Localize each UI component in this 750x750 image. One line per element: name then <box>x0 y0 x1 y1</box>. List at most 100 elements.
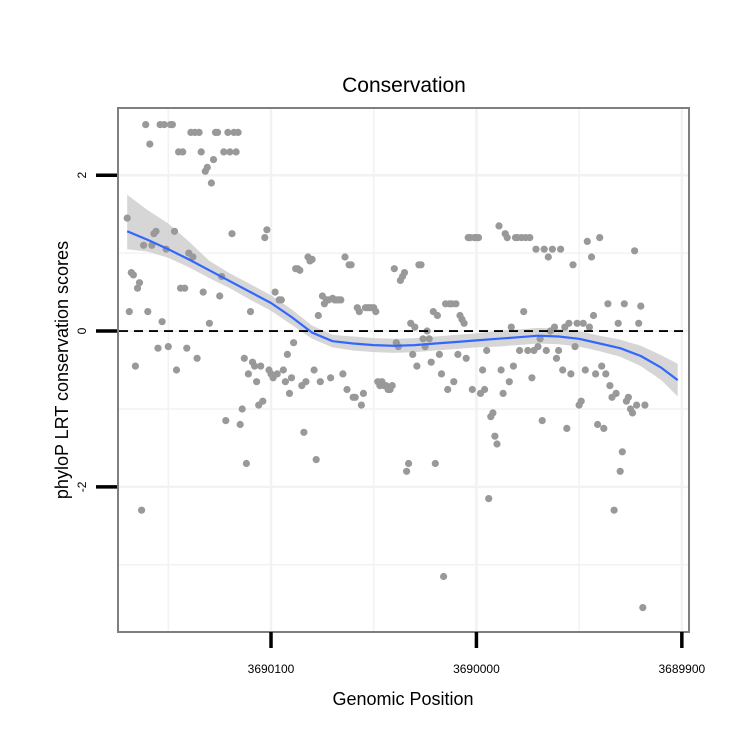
data-point <box>228 230 236 238</box>
data-point <box>587 253 596 261</box>
data-point <box>577 397 585 405</box>
data-point <box>273 370 281 378</box>
data-point <box>583 237 591 245</box>
data-point <box>540 245 548 253</box>
data-point <box>234 128 242 136</box>
data-point <box>154 344 162 352</box>
chart-title: Conservation <box>342 74 466 97</box>
data-point <box>450 378 458 386</box>
data-point <box>620 300 628 308</box>
data-point <box>491 432 499 440</box>
data-point <box>499 389 507 397</box>
data-point <box>405 459 413 468</box>
data-point <box>142 121 150 129</box>
data-point <box>300 428 308 436</box>
data-point <box>246 308 255 316</box>
data-point <box>559 366 567 374</box>
data-point <box>172 366 181 374</box>
data-point <box>573 319 581 327</box>
data-point <box>544 253 552 261</box>
data-point <box>224 128 232 136</box>
data-point <box>290 339 298 347</box>
data-point <box>532 245 540 253</box>
data-point <box>602 370 610 378</box>
data-point <box>598 362 606 370</box>
data-point <box>359 389 367 397</box>
data-point <box>129 271 137 279</box>
y-tick-label: -2 <box>75 481 89 492</box>
y-axis: 2 0 -2 <box>75 172 117 492</box>
data-point <box>618 448 626 456</box>
data-point <box>160 121 168 129</box>
data-point <box>462 354 470 362</box>
data-point <box>633 401 641 409</box>
data-point <box>388 382 396 390</box>
data-point <box>507 323 515 331</box>
data-point <box>612 389 620 397</box>
data-point <box>425 335 433 343</box>
data-point <box>585 323 594 331</box>
data-point <box>552 354 561 362</box>
data-point <box>372 308 380 316</box>
data-point <box>563 424 571 432</box>
data-point <box>168 121 176 129</box>
data-point <box>460 319 468 327</box>
x-axis: 3690100 3690000 3689900 <box>248 632 706 676</box>
data-point <box>131 362 139 370</box>
data-point <box>314 311 322 320</box>
data-point <box>468 385 476 394</box>
data-point <box>536 335 544 343</box>
data-points-layer <box>123 121 649 612</box>
data-point <box>195 128 203 136</box>
data-point <box>308 255 316 263</box>
data-point <box>238 405 246 413</box>
data-point <box>550 323 559 331</box>
x-tick-label: 3690000 <box>453 662 500 676</box>
data-point <box>495 222 503 230</box>
data-point <box>232 148 240 156</box>
data-point <box>437 370 446 378</box>
data-point <box>524 346 532 355</box>
data-point <box>339 370 347 378</box>
data-point <box>440 572 448 581</box>
data-point <box>569 261 577 269</box>
data-point <box>390 265 398 273</box>
data-point <box>417 261 425 269</box>
data-point <box>631 247 639 255</box>
data-point <box>277 296 285 304</box>
data-point <box>123 214 131 222</box>
data-point <box>589 311 598 320</box>
y-tick-label: 0 <box>75 327 89 334</box>
data-point <box>616 467 624 475</box>
data-point <box>444 385 452 394</box>
data-point <box>481 385 489 394</box>
x-tick-label: 3689900 <box>658 662 705 676</box>
data-point <box>604 300 612 308</box>
data-point <box>592 370 600 378</box>
data-point <box>579 319 587 327</box>
data-point <box>526 234 534 242</box>
data-point <box>600 424 608 432</box>
data-point <box>355 308 363 316</box>
y-axis-title: phyloP LRT conservation scores <box>52 241 72 499</box>
data-point <box>596 234 604 242</box>
data-point <box>520 308 528 316</box>
data-point <box>181 284 189 292</box>
data-point <box>125 308 133 316</box>
data-point <box>548 245 557 253</box>
data-point <box>516 346 524 355</box>
data-point <box>538 417 546 425</box>
data-point <box>287 374 296 382</box>
data-point <box>197 148 205 156</box>
data-point <box>347 261 355 269</box>
x-tick-label: 3690100 <box>248 662 295 676</box>
data-point <box>493 440 501 448</box>
data-point <box>581 366 589 374</box>
data-point <box>557 245 565 253</box>
data-point <box>433 311 441 320</box>
data-point <box>133 284 142 292</box>
data-point <box>310 366 318 374</box>
data-point <box>400 269 409 277</box>
